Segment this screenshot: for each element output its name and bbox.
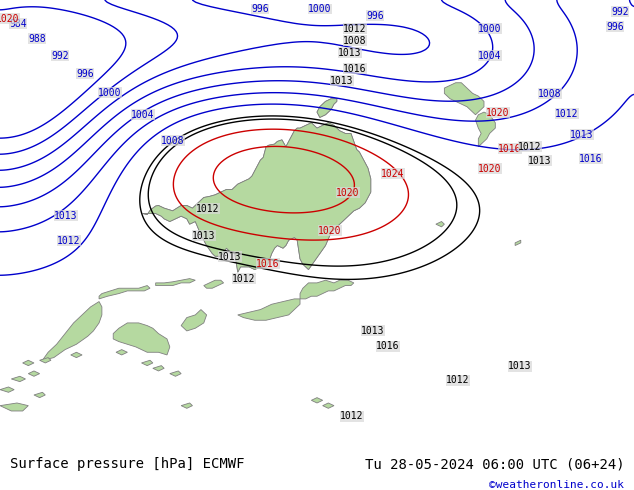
Text: 984: 984 <box>9 19 27 29</box>
Text: 1000: 1000 <box>98 88 122 98</box>
Polygon shape <box>204 280 224 288</box>
Polygon shape <box>515 240 521 245</box>
Text: 1004: 1004 <box>478 51 501 61</box>
Polygon shape <box>143 123 371 272</box>
Text: 996: 996 <box>606 22 624 32</box>
Text: 1008: 1008 <box>343 36 366 46</box>
Polygon shape <box>116 349 127 355</box>
Polygon shape <box>444 83 484 115</box>
Text: 1013: 1013 <box>508 362 532 371</box>
Text: 1020: 1020 <box>336 188 359 198</box>
Text: 1016: 1016 <box>579 154 603 164</box>
Text: 996: 996 <box>366 11 384 21</box>
Text: 1012: 1012 <box>232 273 256 284</box>
Text: 1012: 1012 <box>340 412 364 421</box>
Text: 1013: 1013 <box>361 325 385 336</box>
Text: 1013: 1013 <box>570 130 594 140</box>
Polygon shape <box>0 387 14 392</box>
Text: 1000: 1000 <box>478 24 501 34</box>
Text: 992: 992 <box>51 51 69 61</box>
Text: 1016: 1016 <box>376 342 400 351</box>
Text: 988: 988 <box>28 34 46 44</box>
Polygon shape <box>71 352 82 358</box>
Polygon shape <box>42 301 102 360</box>
Polygon shape <box>99 286 150 299</box>
Text: 1012: 1012 <box>343 24 366 34</box>
Polygon shape <box>34 392 45 398</box>
Text: 1020: 1020 <box>0 14 20 24</box>
Text: 1008: 1008 <box>538 89 562 99</box>
Text: 1000: 1000 <box>308 4 332 14</box>
Text: 1013: 1013 <box>192 231 216 241</box>
Polygon shape <box>170 371 181 376</box>
Text: 1024: 1024 <box>381 169 404 179</box>
Text: Tu 28-05-2024 06:00 UTC (06+24): Tu 28-05-2024 06:00 UTC (06+24) <box>365 457 624 471</box>
Polygon shape <box>113 323 170 355</box>
Text: 1013: 1013 <box>218 252 242 262</box>
Text: 1020: 1020 <box>478 164 501 174</box>
Text: 1013: 1013 <box>339 48 362 58</box>
Polygon shape <box>29 371 39 376</box>
Text: 996: 996 <box>251 4 269 14</box>
Polygon shape <box>143 123 371 272</box>
Text: 1020: 1020 <box>318 226 342 236</box>
Text: 992: 992 <box>611 7 629 17</box>
Polygon shape <box>39 358 51 363</box>
Polygon shape <box>317 99 337 118</box>
Text: 1020: 1020 <box>486 108 510 118</box>
Text: 1004: 1004 <box>131 110 155 120</box>
Text: 1016: 1016 <box>256 259 280 269</box>
Text: 1013: 1013 <box>528 156 552 166</box>
Polygon shape <box>300 280 354 299</box>
Polygon shape <box>311 398 323 403</box>
Polygon shape <box>156 279 195 286</box>
Polygon shape <box>323 403 334 408</box>
Polygon shape <box>181 310 207 331</box>
Text: 1013: 1013 <box>55 211 78 220</box>
Polygon shape <box>11 376 25 382</box>
Text: 1016: 1016 <box>343 64 366 74</box>
Polygon shape <box>476 112 495 147</box>
Text: 996: 996 <box>76 69 94 79</box>
Polygon shape <box>238 299 300 320</box>
Text: Surface pressure [hPa] ECMWF: Surface pressure [hPa] ECMWF <box>10 457 244 471</box>
Text: 1012: 1012 <box>446 375 470 386</box>
Text: 1008: 1008 <box>161 136 184 146</box>
Text: ©weatheronline.co.uk: ©weatheronline.co.uk <box>489 480 624 490</box>
Text: 1012: 1012 <box>555 109 579 119</box>
Text: 1012: 1012 <box>518 142 541 152</box>
Polygon shape <box>317 99 337 118</box>
Text: 1012: 1012 <box>197 204 220 214</box>
Polygon shape <box>153 366 164 371</box>
Text: 1013: 1013 <box>330 76 354 86</box>
Polygon shape <box>0 403 29 411</box>
Polygon shape <box>436 221 444 227</box>
Text: 1012: 1012 <box>57 236 81 245</box>
Polygon shape <box>141 360 153 366</box>
Polygon shape <box>181 403 193 408</box>
Text: 1016: 1016 <box>498 144 522 154</box>
Polygon shape <box>23 360 34 366</box>
